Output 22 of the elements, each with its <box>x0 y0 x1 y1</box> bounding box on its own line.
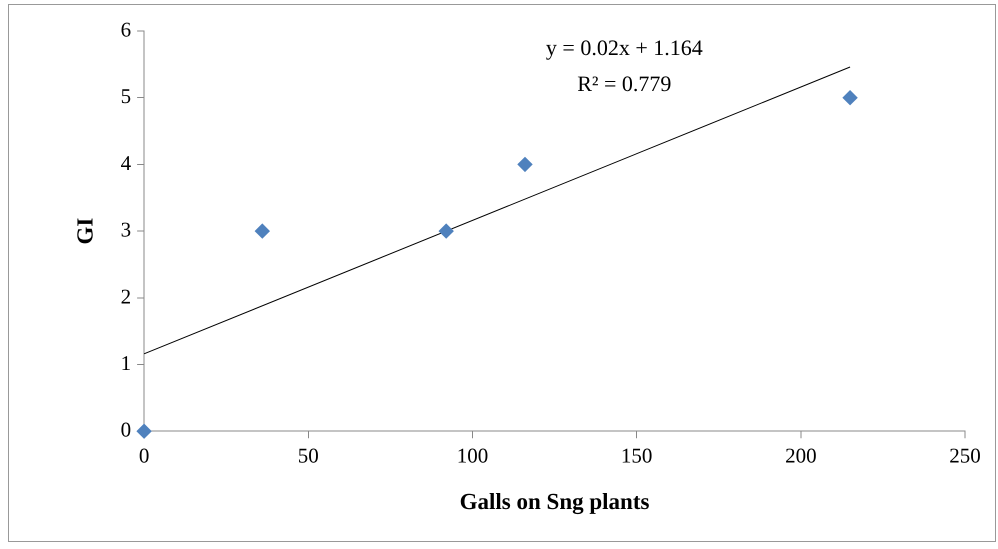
annotation: R² = 0.779 <box>577 70 672 96</box>
x-tick-label: 100 <box>456 443 488 468</box>
x-tick-label: 150 <box>620 443 652 468</box>
y-axis-title: GI <box>72 218 98 245</box>
point <box>254 224 270 239</box>
y-tick-label: 6 <box>120 18 132 42</box>
x-tick-label: 250 <box>949 443 981 468</box>
x-axis-title: Galls on Sng plants <box>460 489 650 516</box>
point <box>438 224 454 239</box>
point <box>517 156 532 172</box>
point <box>136 424 152 439</box>
x-tick-label: 0 <box>138 443 150 468</box>
y-tick-label: 1 <box>120 351 132 376</box>
y-tick-label: 5 <box>120 84 132 108</box>
annotation: y = 0.02x + 1.164 <box>546 34 703 60</box>
point <box>842 90 858 106</box>
y-tick-label: 0 <box>120 418 132 442</box>
y-tick-label: 3 <box>120 218 132 242</box>
y-tick-label: 4 <box>120 150 132 175</box>
x-tick-label: 50 <box>298 443 319 468</box>
x-tick-label: 200 <box>785 443 817 468</box>
y-tick-label: 2 <box>120 284 132 308</box>
